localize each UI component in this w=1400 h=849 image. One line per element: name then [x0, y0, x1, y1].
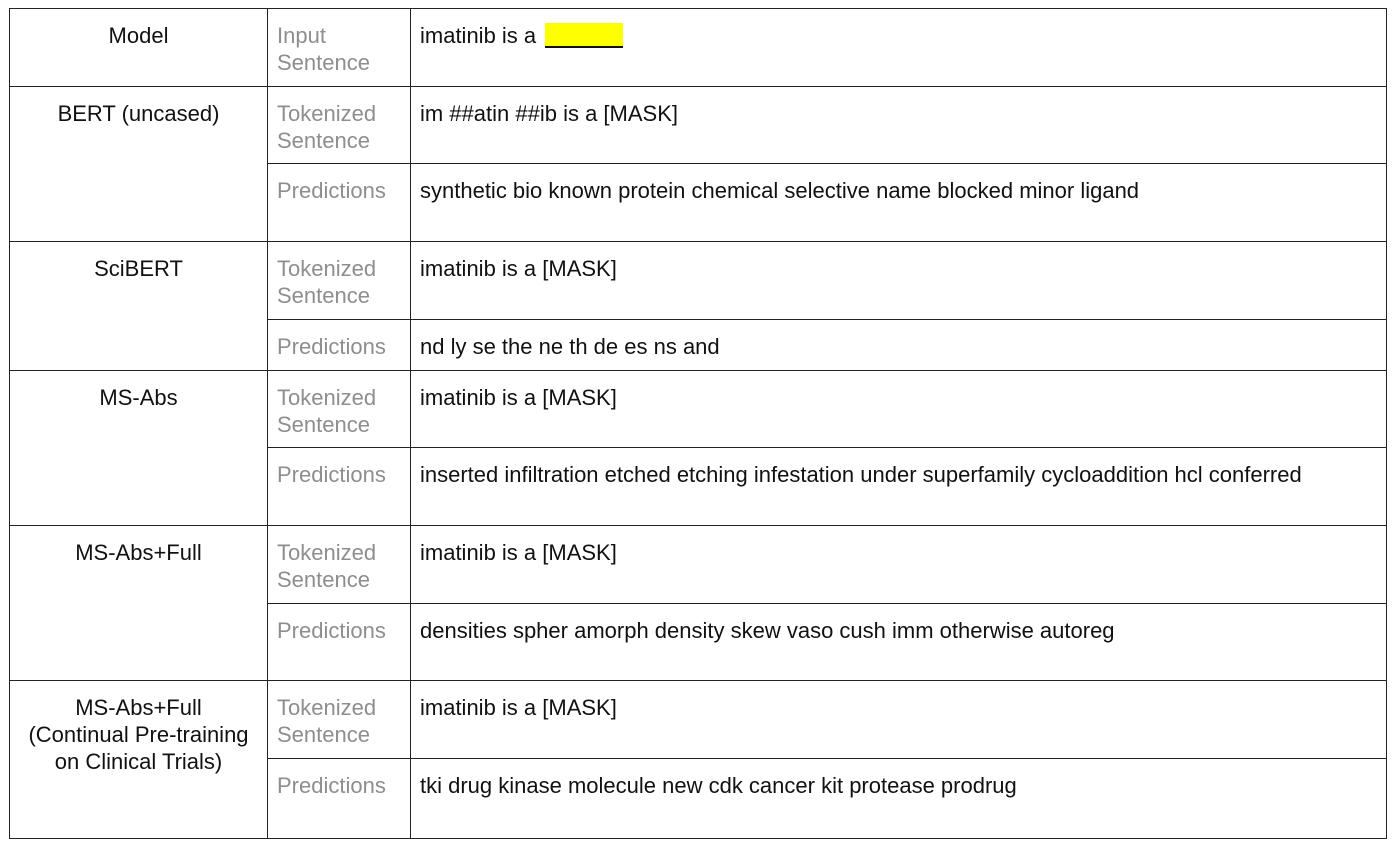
predictions-label-cell: Predictions	[267, 758, 411, 839]
tokenized-sentence-text: imatinib is a [MASK]	[420, 385, 617, 410]
tokenized-sentence-cell: im ##atin ##ib is a [MASK]	[410, 86, 1387, 164]
predictions-label: Predictions	[277, 773, 386, 798]
tokenized-sentence-cell: imatinib is a [MASK]	[410, 680, 1387, 759]
model-row-tokenized: SciBERT Tokenized Sentence imatinib is a…	[9, 241, 1387, 371]
input-sentence-label: Input Sentence	[277, 23, 370, 75]
tokenized-sentence-text: im ##atin ##ib is a [MASK]	[420, 101, 679, 126]
predictions-cell: inserted infiltration etched etching inf…	[410, 447, 1387, 526]
model-row-predictions: Predictions tki drug kinase molecule new…	[10, 758, 1387, 839]
model-header-cell: Model	[9, 8, 268, 87]
predictions-label-cell: Predictions	[267, 447, 411, 526]
predictions-cell: synthetic bio known protein chemical sel…	[410, 163, 1387, 242]
predictions-label-cell: Predictions	[267, 319, 411, 371]
model-predictions-table: Model Input Sentence imatinib is a BERT …	[9, 8, 1387, 839]
model-row-predictions: Predictions inserted infiltration etched…	[10, 447, 1387, 526]
model-name: MS-Abs	[99, 385, 178, 410]
masked-blank-highlight	[545, 23, 624, 48]
predictions-text: nd ly se the ne th de es ns and	[420, 334, 720, 359]
model-name-cell: BERT (uncased)	[9, 86, 268, 242]
predictions-label: Predictions	[277, 178, 386, 203]
model-name-cell: MS-Abs+Full (Continual Pre-training on C…	[9, 680, 268, 839]
tokenized-sentence-cell: imatinib is a [MASK]	[410, 370, 1387, 448]
tokenized-sentence-label: Tokenized Sentence	[277, 101, 377, 153]
tokenized-sentence-text: imatinib is a [MASK]	[420, 540, 617, 565]
model-row-tokenized: MS-Abs Tokenized Sentence imatinib is a …	[9, 370, 1387, 526]
tokenized-label-cell: Tokenized Sentence	[267, 241, 411, 320]
predictions-text: densities spher amorph density skew vaso…	[420, 618, 1115, 643]
model-row-tokenized: BERT (uncased) Tokenized Sentence im ##a…	[9, 86, 1387, 242]
model-name: BERT (uncased)	[57, 101, 220, 126]
predictions-cell: densities spher amorph density skew vaso…	[410, 603, 1387, 681]
model-name-cell: SciBERT	[9, 241, 268, 371]
model-name: SciBERT	[94, 256, 183, 281]
predictions-text: synthetic bio known protein chemical sel…	[420, 178, 1140, 203]
model-name-cell: MS-Abs	[9, 370, 268, 526]
predictions-text: inserted infiltration etched etching inf…	[420, 462, 1302, 487]
tokenized-sentence-label: Tokenized Sentence	[277, 540, 377, 592]
model-row-tokenized: MS-Abs+Full Tokenized Sentence imatinib …	[9, 525, 1387, 681]
tokenized-sentence-cell: imatinib is a [MASK]	[410, 241, 1387, 320]
predictions-text: tki drug kinase molecule new cdk cancer …	[420, 773, 1017, 798]
predictions-label: Predictions	[277, 462, 386, 487]
input-sentence-text: imatinib is a	[420, 23, 537, 48]
model-row-predictions: Predictions densities spher amorph densi…	[10, 603, 1387, 681]
model-row-tokenized: MS-Abs+Full (Continual Pre-training on C…	[9, 680, 1387, 839]
predictions-label-cell: Predictions	[267, 603, 411, 681]
model-name-cell: MS-Abs+Full	[9, 525, 268, 681]
tokenized-sentence-label: Tokenized Sentence	[277, 256, 377, 308]
tokenized-sentence-label: Tokenized Sentence	[277, 695, 377, 747]
tokenized-label-cell: Tokenized Sentence	[267, 525, 411, 604]
predictions-label: Predictions	[277, 618, 386, 643]
input-label-cell: Input Sentence	[267, 8, 411, 87]
predictions-label-cell: Predictions	[267, 163, 411, 242]
model-header-label: Model	[108, 23, 169, 48]
input-sentence-cell: imatinib is a	[410, 8, 1387, 87]
header-row: Model Input Sentence imatinib is a	[9, 8, 1387, 87]
predictions-label: Predictions	[277, 334, 386, 359]
tokenized-sentence-text: imatinib is a [MASK]	[420, 256, 617, 281]
tokenized-label-cell: Tokenized Sentence	[267, 86, 411, 164]
tokenized-sentence-text: imatinib is a [MASK]	[420, 695, 617, 720]
model-name: MS-Abs+Full	[75, 540, 202, 565]
tokenized-sentence-label: Tokenized Sentence	[277, 385, 377, 437]
predictions-cell: tki drug kinase molecule new cdk cancer …	[410, 758, 1387, 839]
predictions-cell: nd ly se the ne th de es ns and	[410, 319, 1387, 371]
model-row-predictions: Predictions synthetic bio known protein …	[10, 163, 1387, 242]
tokenized-sentence-cell: imatinib is a [MASK]	[410, 525, 1387, 604]
tokenized-label-cell: Tokenized Sentence	[267, 680, 411, 759]
tokenized-label-cell: Tokenized Sentence	[267, 370, 411, 448]
model-name: MS-Abs+Full (Continual Pre-training on C…	[28, 695, 249, 774]
